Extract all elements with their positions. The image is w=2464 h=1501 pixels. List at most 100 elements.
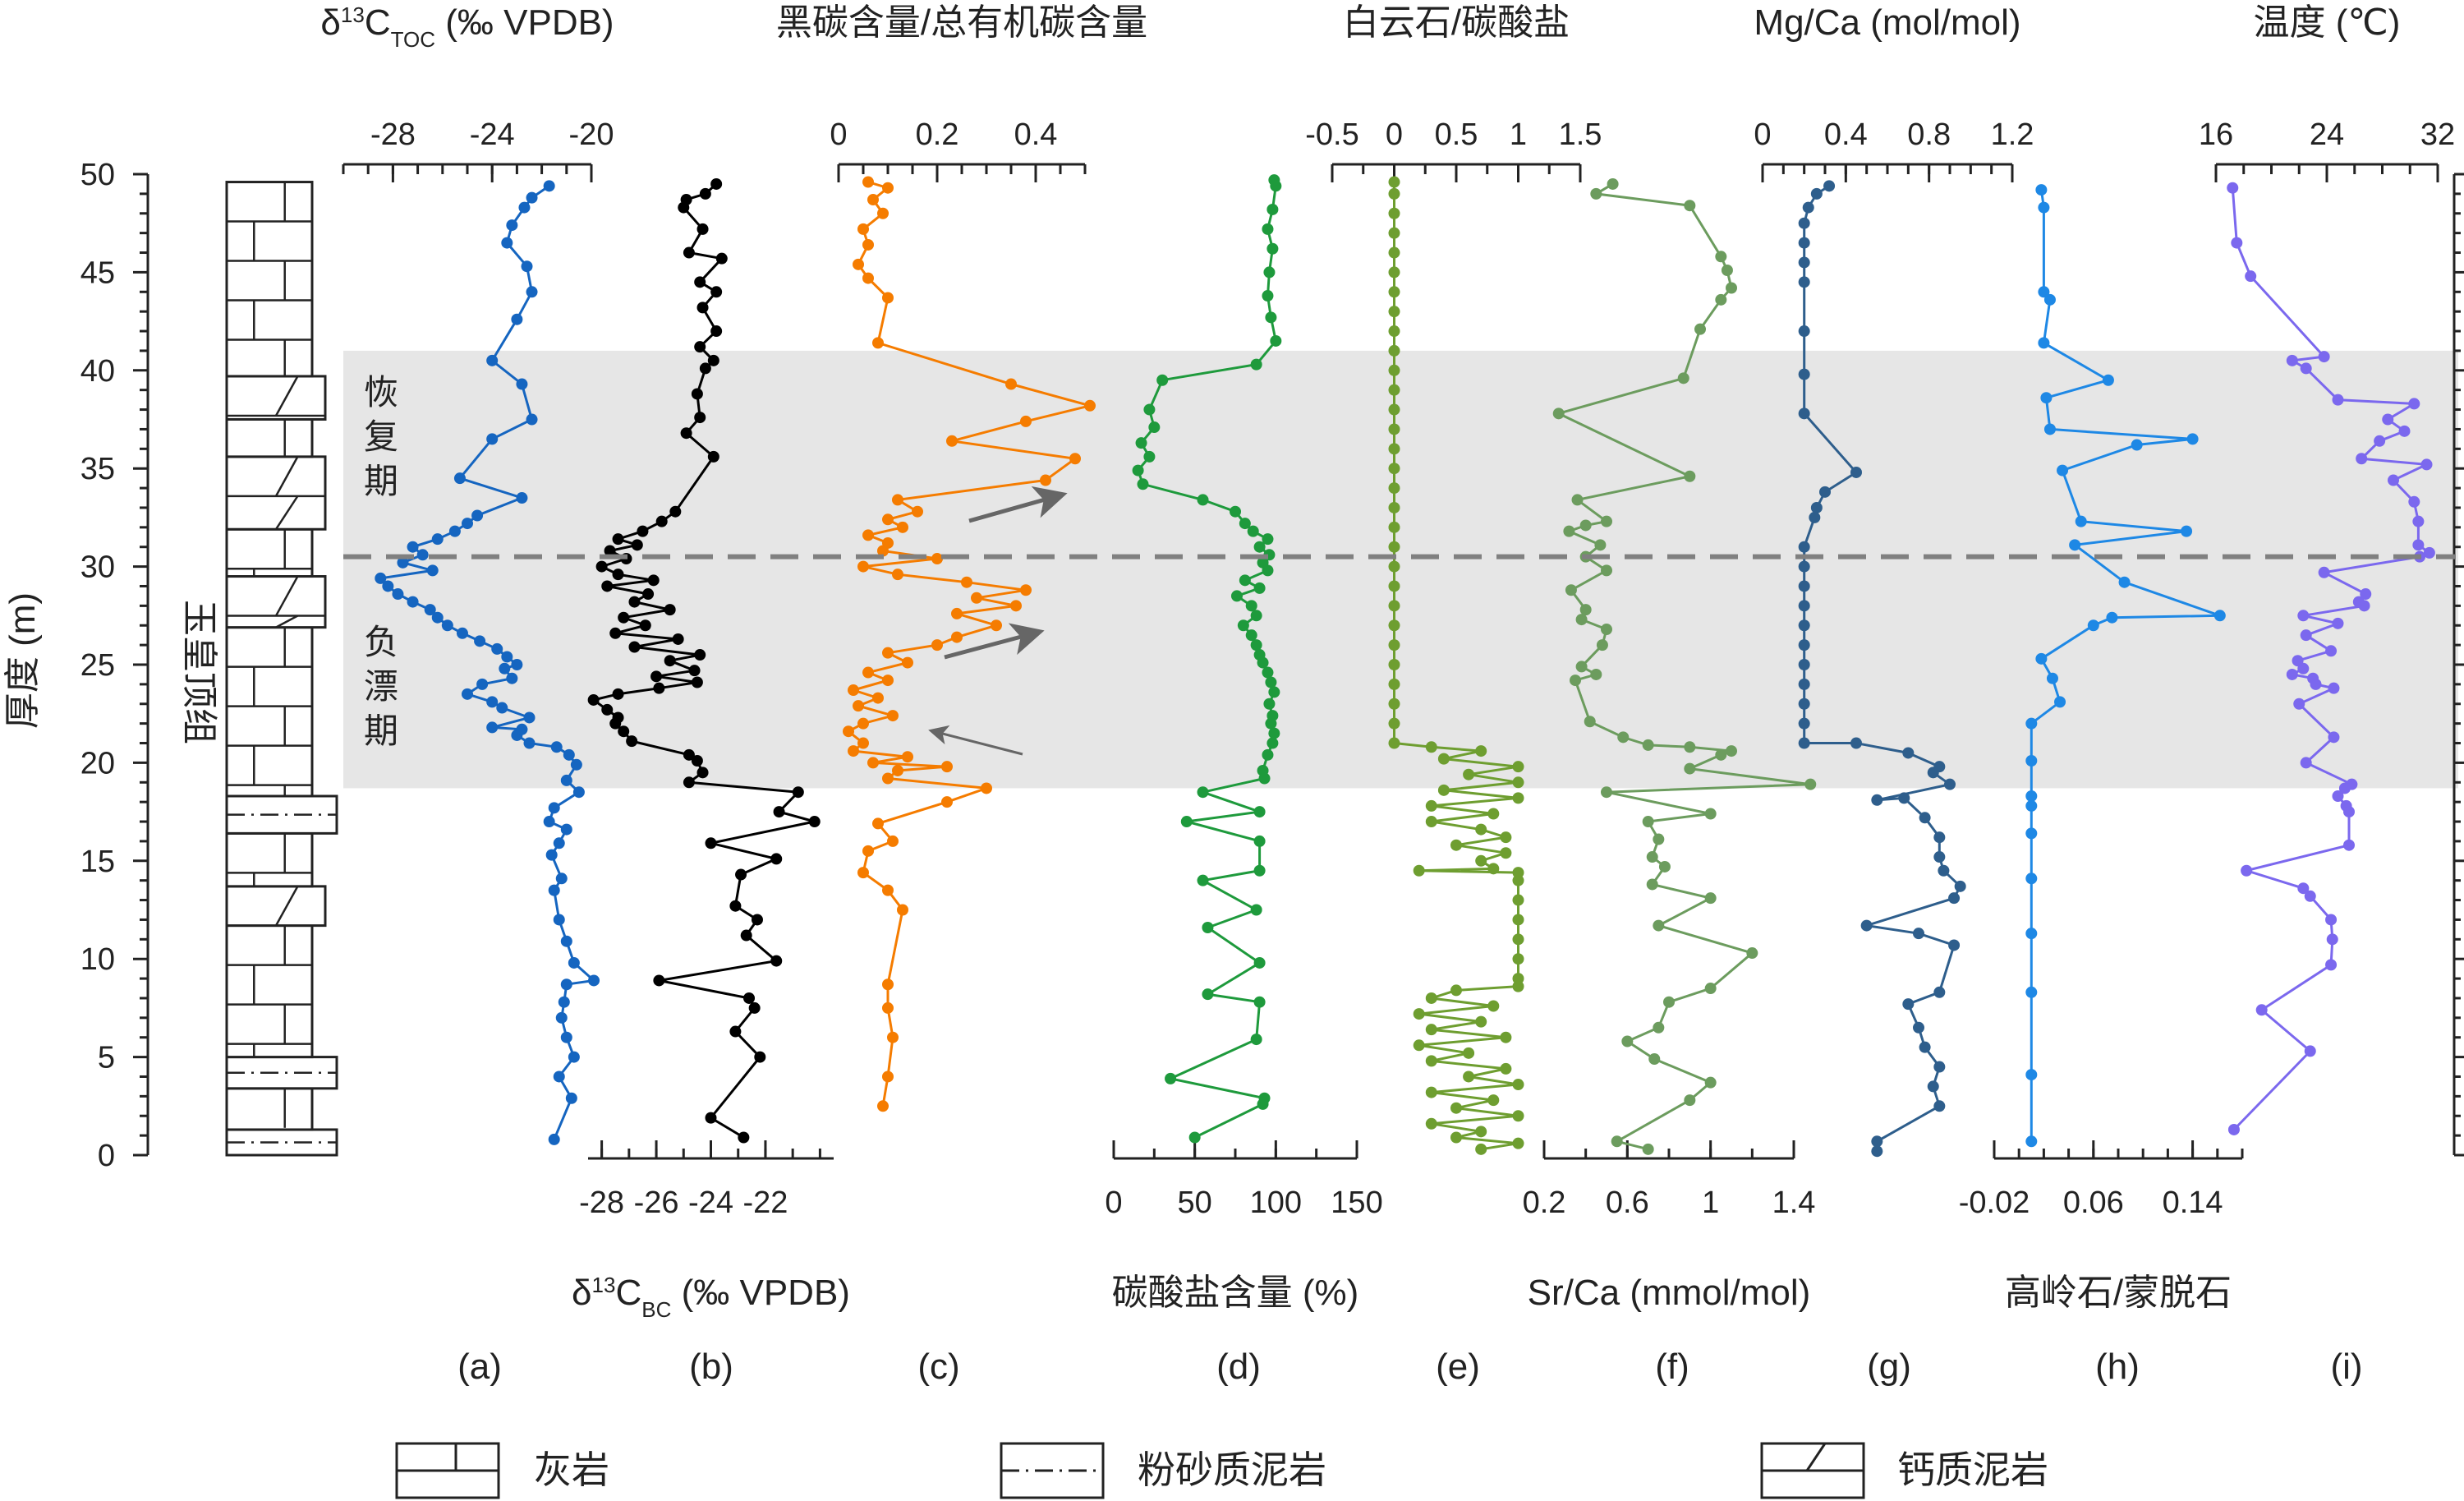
series-h-point (2035, 652, 2048, 665)
series-e (1388, 176, 1524, 1155)
series-i-point (2286, 668, 2298, 680)
bed-outline (225, 418, 314, 458)
series-a-point (516, 492, 528, 504)
series-c-point (912, 505, 923, 518)
series-e-point (1388, 639, 1400, 652)
series-c-point (882, 536, 894, 549)
series-g-point (1809, 511, 1821, 523)
series-c-point (1084, 399, 1096, 412)
series-d-point (1268, 686, 1280, 698)
series-a-point (560, 774, 572, 786)
series-e-point (1487, 863, 1500, 875)
depth-tick-label: 20 (80, 746, 115, 780)
lithology-bed-limestone (225, 527, 314, 578)
series-c-point (882, 978, 894, 991)
series-c-point (902, 751, 913, 763)
series-c-point (862, 238, 874, 251)
bed-outline (225, 375, 327, 421)
x-axis-label: 温度 (℃) (2254, 2, 2401, 43)
series-b-point (683, 748, 695, 761)
series-c-point (931, 553, 943, 565)
series-d-point (1265, 311, 1277, 324)
series-b-point (650, 670, 663, 683)
label-superscript: 13 (341, 2, 365, 27)
depth-tick-label: 0 (98, 1139, 115, 1173)
x-tick-label: 0.4 (1014, 117, 1058, 152)
series-d-point (1135, 437, 1147, 449)
series-a-point (431, 533, 444, 546)
series-e-point (1425, 816, 1437, 828)
series-a (375, 180, 600, 1145)
series-i-point (2255, 1004, 2268, 1016)
series-g-point (1798, 600, 1810, 612)
series-c-point (843, 725, 854, 738)
series-a-point (572, 786, 585, 799)
series-g-point (1798, 698, 1810, 710)
series-h-point (2025, 986, 2038, 998)
series-f-point (1575, 661, 1588, 673)
depth-tick-label: 30 (80, 550, 115, 585)
trend-arrow-upper (968, 486, 1068, 523)
series-g-point (1798, 407, 1810, 420)
series-e-point (1463, 1070, 1475, 1083)
series-a-point (568, 1051, 580, 1063)
series-b-point (770, 853, 783, 865)
series-b-point (770, 955, 783, 967)
series-f-point (1579, 604, 1592, 616)
series-i-point (2388, 474, 2399, 486)
x-tick-label: 0 (1386, 117, 1403, 152)
series-a-point (486, 721, 499, 734)
negative-char-2: 漂 (364, 667, 398, 706)
series-c-point (877, 1100, 889, 1112)
series-d-point (1253, 541, 1266, 553)
series-c-point (867, 194, 879, 206)
series-c-point (882, 884, 894, 896)
series-f-point (1596, 639, 1608, 652)
series-i-point (2231, 237, 2243, 249)
series-d-point (1268, 727, 1280, 739)
series-a-point (486, 433, 499, 445)
series-a-point (392, 588, 404, 601)
series-a-point (397, 556, 409, 569)
series-d-point (1188, 1131, 1201, 1144)
series-b (587, 177, 821, 1144)
series-i-point (2304, 1045, 2316, 1057)
series-g-point (1798, 256, 1810, 269)
shaded-interval (343, 350, 2458, 789)
series-b-point (683, 246, 695, 259)
label-subscript: BC (641, 1297, 671, 1322)
lithology-bed-limestone (225, 831, 314, 888)
series-c-point (862, 176, 874, 188)
series-d-point (1257, 556, 1269, 569)
series-a-point (501, 237, 513, 249)
x-tick-label: 16 (2199, 117, 2233, 152)
series-b-point (655, 515, 668, 527)
series-a-point (501, 651, 513, 663)
series-i-point (2346, 778, 2358, 790)
series-a-point (526, 191, 538, 204)
series-d-point (1143, 450, 1156, 463)
series-b-point (637, 525, 649, 537)
x-tick-label: 1 (1702, 1186, 1719, 1220)
series-c-point (941, 761, 953, 773)
x-tick-label: 0.6 (1606, 1186, 1649, 1220)
series-a-point (570, 758, 582, 771)
series-c (843, 176, 1096, 1112)
series-b-point (691, 755, 703, 767)
depth-tick-label: 45 (80, 256, 115, 290)
series-b-point (705, 1112, 717, 1124)
series-a-point (486, 696, 499, 708)
series-a-point (550, 741, 563, 753)
series-e-point (1388, 227, 1400, 239)
series-g-point (1933, 986, 1946, 998)
series-c-point (892, 764, 903, 776)
x-tick-label: 0.06 (2063, 1186, 2124, 1220)
series-h-point (2025, 799, 2038, 812)
x-tick-label: 0 (830, 117, 847, 152)
series-e-point (1388, 443, 1400, 455)
series-d-point (1197, 494, 1209, 506)
series-d-point (1148, 421, 1161, 434)
series-h-point (2035, 184, 2048, 196)
series-b-point (664, 604, 676, 616)
